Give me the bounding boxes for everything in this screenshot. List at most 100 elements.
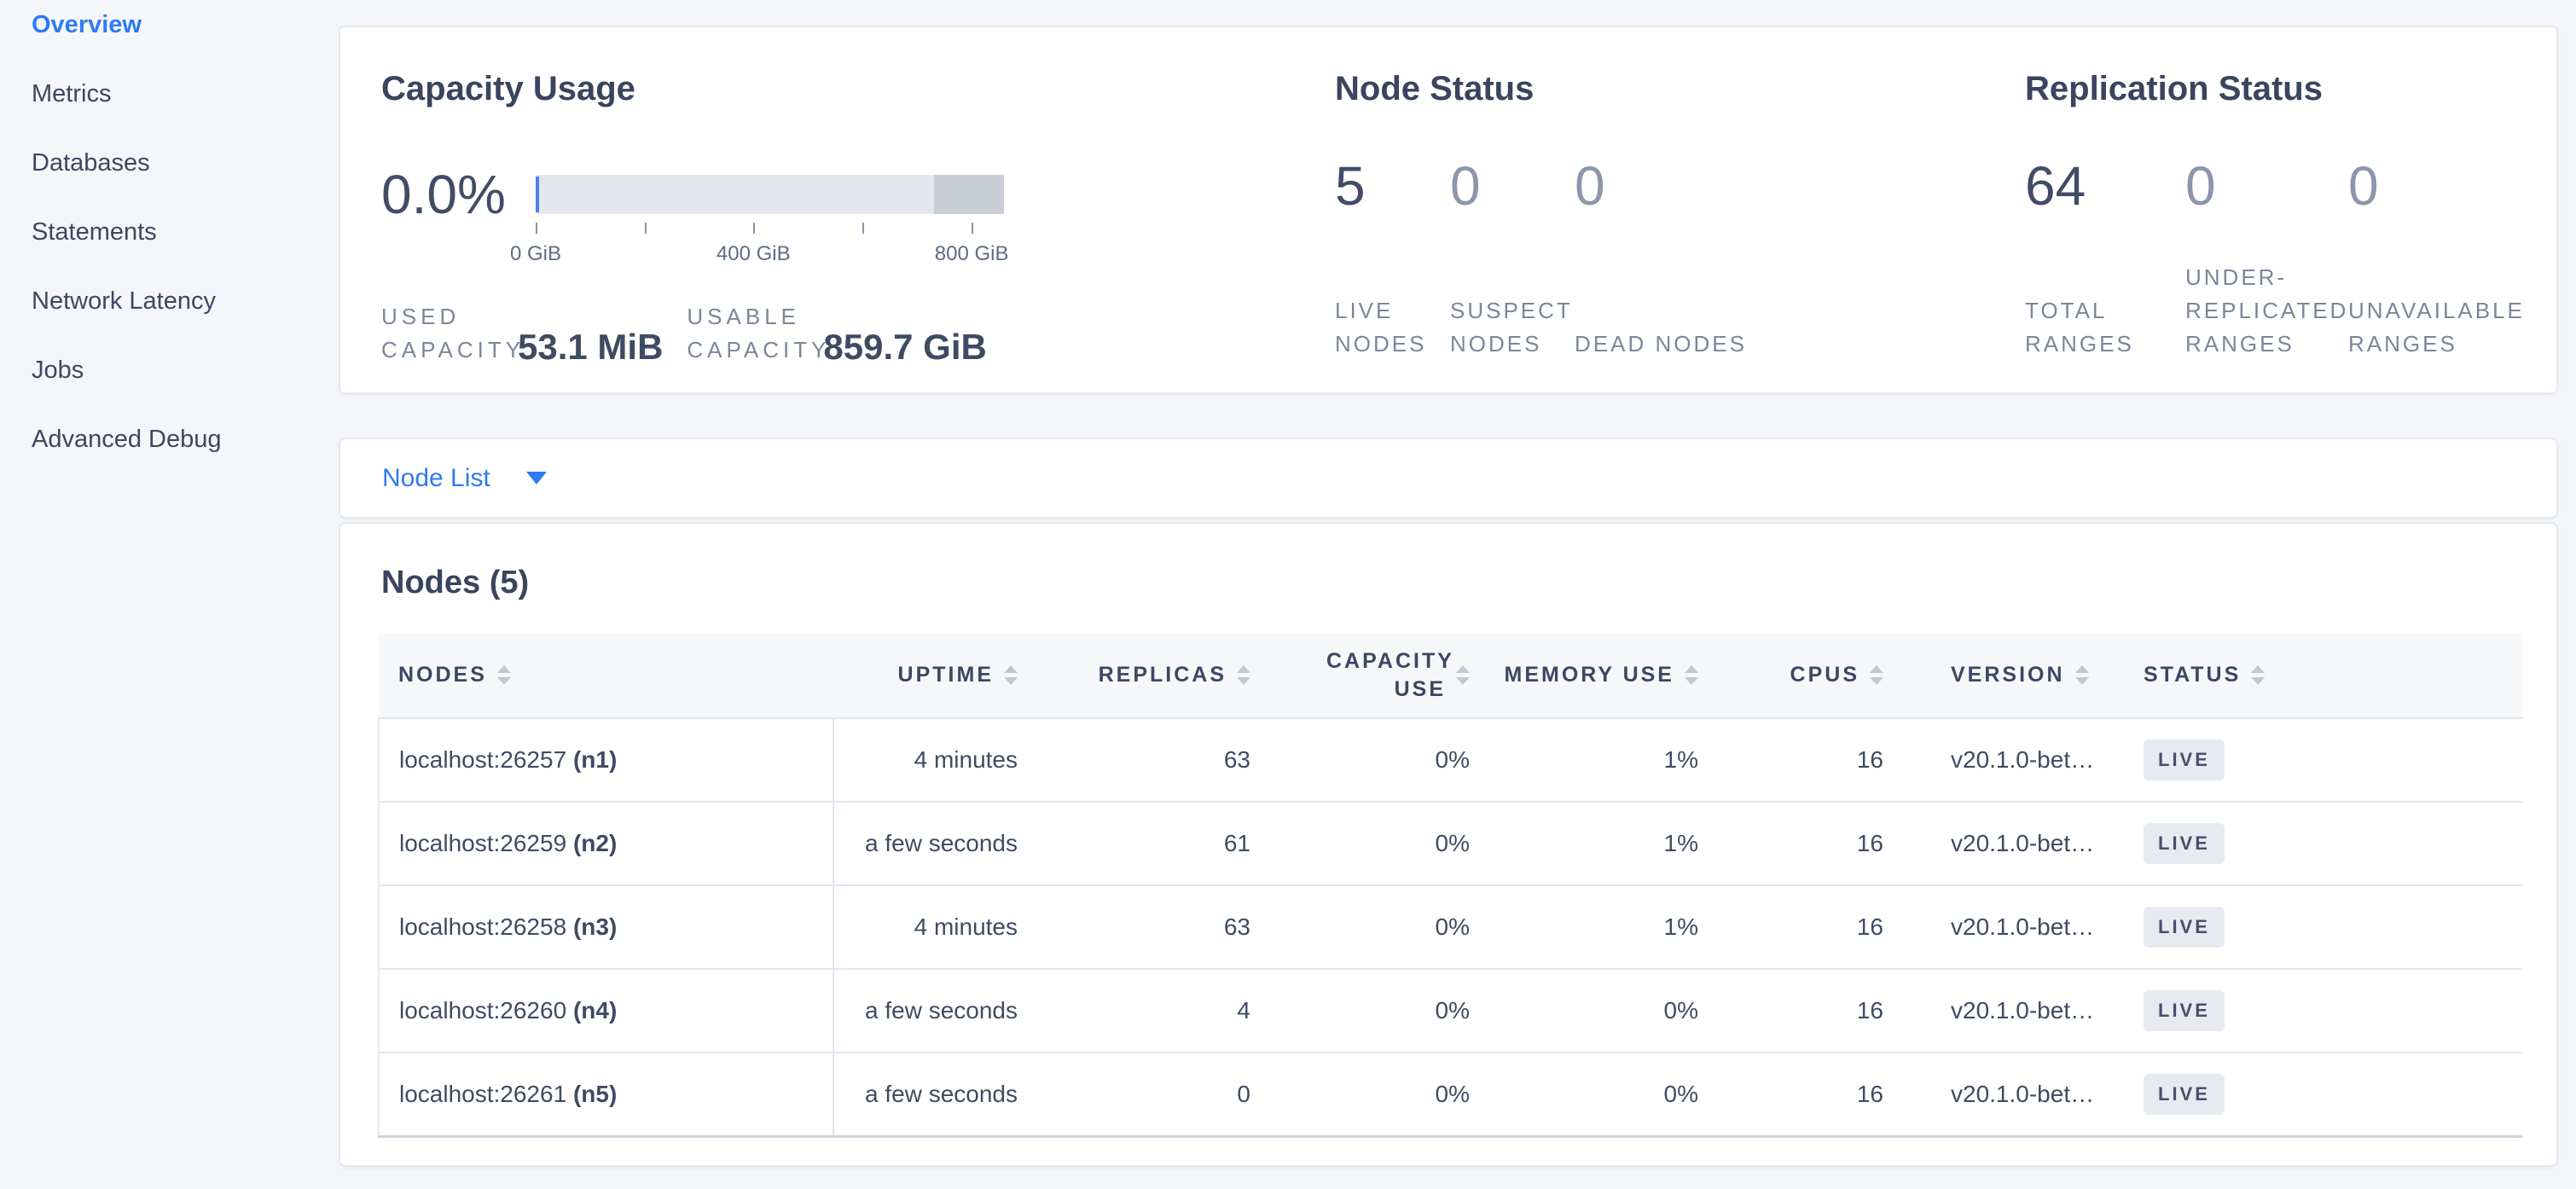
node-list-dropdown[interactable]: Node List: [382, 439, 547, 517]
table-header-row: NODES UPTIME REPLICAS CAPACITY USE MEMOR…: [379, 633, 2522, 719]
node-status-section: Node Status 5 LIVE NODES 0 SUSPECT NODES…: [1335, 27, 2017, 392]
column-header-memory-use[interactable]: MEMORY USE: [1470, 633, 1698, 719]
capacity-axis-labels: 0 GiB 400 GiB 800 GiB: [510, 242, 1008, 268]
uptime-cell: a few seconds: [833, 969, 1018, 1053]
memory-use-cell: 1%: [1470, 885, 1698, 970]
sidebar-item-databases[interactable]: Databases: [32, 149, 150, 177]
node-id: (n1): [572, 746, 618, 773]
sort-icon: [1456, 665, 1470, 685]
capacity-bar-other-segment: [933, 175, 1004, 214]
memory-use-cell: 0%: [1470, 969, 1698, 1053]
node-link[interactable]: localhost:26259 (n2): [399, 830, 618, 856]
sidebar: Overview Metrics Databases Statements Ne…: [0, 0, 339, 1189]
unavailable-ranges-stat: 0 UNAVAILABLE RANGES: [2348, 155, 2553, 361]
tick-label-400: 400 GiB: [716, 242, 791, 265]
sort-icon: [2251, 665, 2266, 685]
node-id: (n3): [572, 914, 618, 940]
column-header-replicas[interactable]: REPLICAS: [1018, 633, 1250, 719]
cpus-cell: 16: [1698, 718, 1883, 803]
table-row: localhost:26257 (n1) 4 minutes 63 0% 1% …: [378, 718, 2522, 803]
nodes-table: NODES UPTIME REPLICAS CAPACITY USE MEMOR…: [378, 633, 2522, 1138]
table-row: localhost:26260 (n4) a few seconds 4 0% …: [378, 969, 2522, 1053]
capacity-usage-section: Capacity Usage 0.0% 0 GiB 400 GiB 800 Gi…: [381, 27, 1337, 392]
nodes-card: Nodes (5) NODES UPTIME REPLICAS: [339, 522, 2558, 1167]
version-cell: v20.1.0-bet…: [1883, 885, 2131, 970]
status-badge: LIVE: [2144, 740, 2225, 780]
column-header-capacity-use[interactable]: CAPACITY USE: [1250, 633, 1470, 719]
table-row: localhost:26261 (n5) a few seconds 0 0% …: [378, 1053, 2522, 1138]
node-link[interactable]: localhost:26260 (n4): [399, 997, 618, 1024]
nodes-section-title: Nodes (5): [381, 565, 530, 600]
cluster-summary-card: Capacity Usage 0.0% 0 GiB 400 GiB 800 Gi…: [339, 26, 2558, 394]
sort-icon: [496, 665, 511, 685]
memory-use-cell: 0%: [1470, 1053, 1698, 1138]
used-capacity-value: 53.1 MiB: [518, 327, 664, 367]
total-ranges-label: TOTAL RANGES: [2025, 298, 2134, 357]
capacity-use-cell: 0%: [1250, 802, 1470, 886]
version-cell: v20.1.0-bet…: [1883, 1053, 2131, 1138]
live-nodes-stat: 5 LIVE NODES: [1335, 155, 1450, 361]
replicas-cell: 63: [1018, 718, 1250, 803]
node-link[interactable]: localhost:26261 (n5): [399, 1080, 618, 1107]
capacity-use-cell: 0%: [1250, 969, 1470, 1053]
capacity-use-cell: 0%: [1250, 718, 1470, 803]
uptime-cell: a few seconds: [833, 1053, 1018, 1138]
replication-status-title: Replication Status: [2025, 70, 2323, 107]
replicas-cell: 61: [1018, 802, 1250, 886]
dead-nodes-label: DEAD NODES: [1575, 331, 1747, 357]
table-row: localhost:26259 (n2) a few seconds 61 0%…: [378, 802, 2522, 886]
sort-icon: [1004, 665, 1018, 685]
total-ranges-stat: 64 TOTAL RANGES: [2025, 155, 2185, 361]
node-id: (n4): [572, 997, 618, 1024]
capacity-stats: USED CAPACITY 53.1 MiB USABLE CAPACITY 8…: [381, 300, 987, 367]
column-header-cpus[interactable]: CPUS: [1698, 633, 1883, 719]
node-status-title: Node Status: [1335, 70, 1535, 107]
cpus-cell: 16: [1698, 969, 1883, 1053]
sort-icon: [2074, 665, 2089, 685]
version-cell: v20.1.0-bet…: [1883, 802, 2131, 886]
node-link[interactable]: localhost:26257 (n1): [399, 746, 618, 773]
column-header-uptime[interactable]: UPTIME: [833, 633, 1018, 719]
suspect-nodes-value: 0: [1450, 155, 1481, 217]
chevron-down-icon: [525, 472, 547, 484]
sidebar-item-statements[interactable]: Statements: [32, 218, 157, 246]
table-row: localhost:26258 (n3) 4 minutes 63 0% 1% …: [378, 885, 2522, 970]
sort-icon: [1685, 665, 1698, 685]
sidebar-item-overview[interactable]: Overview: [32, 11, 142, 38]
suspect-nodes-label: SUSPECT NODES: [1450, 298, 1573, 357]
node-list-card: Node List: [339, 438, 2558, 519]
capacity-use-cell: 0%: [1250, 1053, 1470, 1138]
uptime-cell: a few seconds: [833, 802, 1018, 886]
status-badge: LIVE: [2144, 990, 2225, 1031]
used-capacity-label: USED CAPACITY: [381, 304, 525, 362]
dead-nodes-value: 0: [1575, 155, 1605, 217]
column-header-version[interactable]: VERSION: [1883, 633, 2131, 719]
node-link[interactable]: localhost:26258 (n3): [399, 914, 618, 940]
usable-capacity-label: USABLE CAPACITY: [687, 304, 831, 362]
sidebar-item-advanced-debug[interactable]: Advanced Debug: [32, 426, 222, 453]
live-nodes-label: LIVE NODES: [1335, 298, 1427, 357]
cpus-cell: 16: [1698, 802, 1883, 886]
column-header-nodes[interactable]: NODES: [379, 633, 833, 719]
sort-icon: [1870, 665, 1883, 685]
total-ranges-value: 64: [2025, 155, 2086, 217]
sidebar-item-network-latency[interactable]: Network Latency: [32, 287, 216, 315]
sidebar-item-jobs[interactable]: Jobs: [32, 357, 84, 384]
under-replicated-ranges-stat: 0 UNDER-REPLICATED RANGES: [2185, 155, 2348, 361]
capacity-bar-used-segment: [536, 177, 539, 212]
sidebar-nav: Overview Metrics Databases Statements Ne…: [0, 0, 339, 474]
dead-nodes-stat: 0 DEAD NODES: [1575, 155, 1754, 361]
column-header-status[interactable]: STATUS: [2131, 633, 2522, 719]
version-cell: v20.1.0-bet…: [1883, 969, 2131, 1053]
replication-status-section: Replication Status 64 TOTAL RANGES 0 UND…: [2025, 27, 2554, 392]
tick-label-800: 800 GiB: [934, 242, 1009, 265]
used-capacity-stat: USED CAPACITY 53.1 MiB: [381, 300, 687, 367]
under-replicated-ranges-value: 0: [2185, 155, 2216, 217]
memory-use-cell: 1%: [1470, 802, 1698, 886]
replicas-cell: 4: [1018, 969, 1250, 1053]
node-status-stats: 5 LIVE NODES 0 SUSPECT NODES 0 DEAD NODE…: [1335, 155, 1754, 361]
sidebar-item-metrics[interactable]: Metrics: [32, 80, 112, 107]
live-nodes-value: 5: [1335, 155, 1366, 217]
replicas-cell: 63: [1018, 885, 1250, 970]
